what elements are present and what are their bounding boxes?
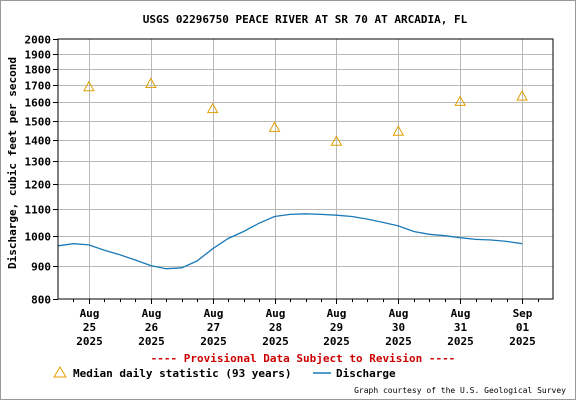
x-tick-year: 2025 <box>76 335 103 348</box>
x-tick-day: 25 <box>83 321 96 334</box>
x-tick-month: Aug <box>327 307 347 320</box>
y-tick-label: 900 <box>31 261 51 274</box>
y-tick-label: 1300 <box>25 156 52 169</box>
x-tick-month: Aug <box>80 307 100 320</box>
x-tick-year: 2025 <box>385 335 412 348</box>
x-tick-month: Aug <box>451 307 471 320</box>
y-tick-label: 1600 <box>25 97 52 110</box>
chart-title: USGS 02296750 PEACE RIVER AT SR 70 AT AR… <box>143 13 468 26</box>
y-tick-label: 1000 <box>25 231 52 244</box>
x-tick-month: Aug <box>204 307 224 320</box>
x-tick-day: 31 <box>454 321 468 334</box>
x-tick-day: 01 <box>516 321 530 334</box>
median-triangle-point <box>392 125 405 136</box>
x-tick-year: 2025 <box>509 335 536 348</box>
grid-lines <box>58 39 553 299</box>
discharge-series-line <box>57 213 523 270</box>
plot-frame <box>57 38 554 300</box>
legend-median-label: Median daily statistic (93 years) <box>73 367 292 380</box>
x-tick-year: 2025 <box>138 335 165 348</box>
x-tick-month: Aug <box>266 307 286 320</box>
median-triangle-point <box>206 102 219 114</box>
y-tick-label: 1700 <box>25 80 52 93</box>
x-tick-year: 2025 <box>262 335 289 348</box>
y-axis-label: Discharge, cubic feet per second <box>6 57 19 269</box>
x-tick-year: 2025 <box>200 335 227 348</box>
median-triangle-point <box>454 95 467 106</box>
provisional-note: ---- Provisional Data Subject to Revisio… <box>151 352 456 365</box>
x-tick-day: 26 <box>145 321 159 334</box>
x-tick-day: 30 <box>392 321 405 334</box>
x-tick-month: Aug <box>389 307 409 320</box>
y-tick-label: 2000 <box>25 34 52 47</box>
median-triangle-point <box>83 80 95 92</box>
x-tick-year: 2025 <box>447 335 474 348</box>
x-tick-month: Sep <box>513 307 533 320</box>
series-layer <box>57 77 528 270</box>
y-tick-label: 1200 <box>25 179 52 192</box>
y-tick-label: 1900 <box>25 49 52 62</box>
x-tick-day: 27 <box>207 321 220 334</box>
y-tick-label: 1400 <box>25 135 52 148</box>
x-tick-month: Aug <box>142 307 162 320</box>
legend: Median daily statistic (93 years) Discha… <box>53 366 396 380</box>
legend-median-triangle-icon <box>53 366 67 378</box>
x-tick-day: 29 <box>330 321 343 334</box>
x-tick-year: 2025 <box>323 335 350 348</box>
y-tick-label: 800 <box>31 294 51 307</box>
legend-discharge-label: Discharge <box>336 367 396 380</box>
x-tick-day: 28 <box>269 321 282 334</box>
median-triangle-point <box>516 90 528 101</box>
usgs-credit: Graph courtesy of the U.S. Geological Su… <box>354 386 566 395</box>
median-triangle-point <box>330 135 343 146</box>
y-tick-label: 1100 <box>25 204 52 217</box>
y-axis-ticks: 800 900 1000 1100 1200 1300 1400 1500 1600 1700 18… <box>25 34 58 307</box>
y-tick-label: 1800 <box>25 64 52 77</box>
median-triangle-point <box>144 77 157 88</box>
median-triangle-point <box>268 121 281 132</box>
y-tick-label: 1500 <box>25 116 52 129</box>
